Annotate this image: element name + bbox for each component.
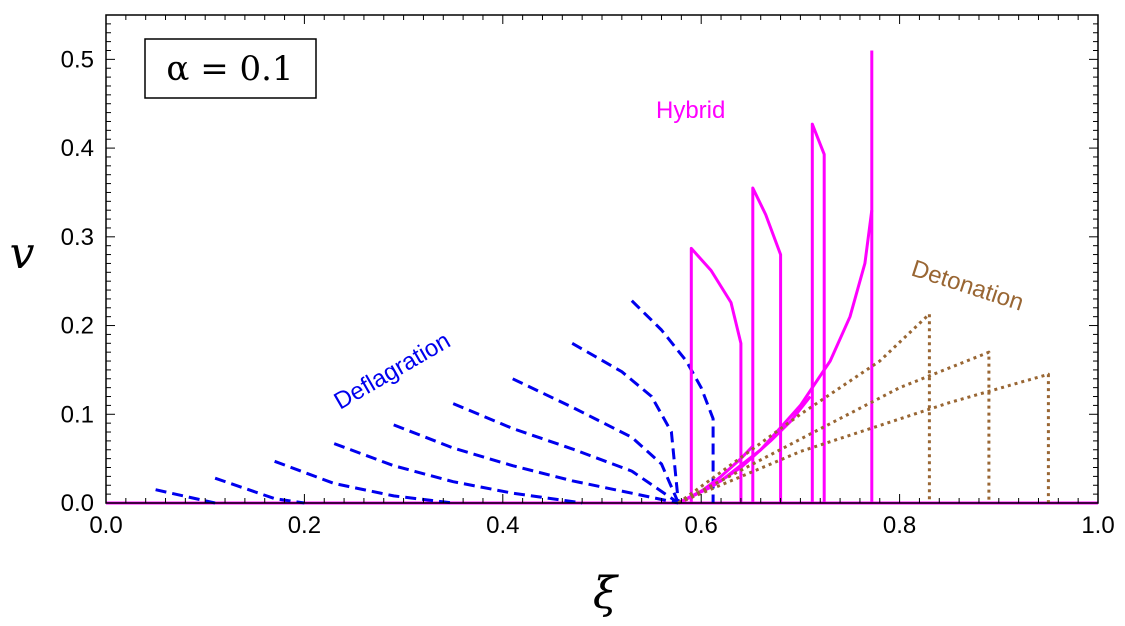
deflagration-series-line-4 [393,423,679,505]
y-tick-label: 0.0 [61,490,94,517]
hybrid-series-line-13 [810,122,826,503]
deflagration-series-line-3 [333,442,583,505]
hybrid-series-line-11 [751,186,783,503]
deflagration-series-line-5 [452,402,680,505]
x-axis-title: ξ [593,568,620,619]
x-tick-label: 0.0 [89,512,122,539]
y-tick-label: 0.5 [61,46,94,73]
x-tick-label: 1.0 [1081,512,1114,539]
detonation-series-line-17 [677,350,991,505]
y-tick-label: 0.1 [61,401,94,428]
deflagration-series-line-0 [155,488,216,505]
ticks-layer [105,14,1099,504]
x-tick-label: 0.4 [486,512,519,539]
deflagration-series-line-6 [512,377,680,504]
annotation-hybrid: Hybrid [656,97,725,124]
y-tick-label: 0.4 [61,135,94,162]
y-axis-title: v [10,228,35,279]
deflagration-series-line-8 [630,299,715,503]
deflagration-series-line-1 [214,476,305,505]
detonation-series-line-18 [677,372,1050,505]
detonation-series-line-16 [677,312,931,505]
x-tick-label: 0.2 [288,512,321,539]
hybrid-series-line-9 [689,246,743,503]
labels-layer: 0.0 0.2 0.4 0.6 0.8 1.0 0.0 0.1 0.2 0.3 0.4 0.5 [61,46,1115,539]
x-tick-label: 0.6 [685,512,718,539]
y-tick-label: 0.2 [61,313,94,340]
legend-box [144,38,317,99]
y-tick-label: 0.3 [61,224,94,251]
x-tick-label: 0.8 [883,512,916,539]
legend-text: α = 0.1 [166,49,293,89]
deflagration-series-line-7 [571,341,680,504]
